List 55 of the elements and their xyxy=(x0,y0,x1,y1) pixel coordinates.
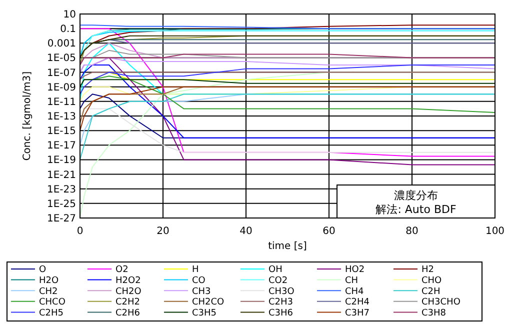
legend-label: C2H xyxy=(422,286,440,297)
text: 濃度分布 xyxy=(394,189,438,202)
legend-label: CO2 xyxy=(268,276,288,286)
y-tick-label: 0.001 xyxy=(47,38,76,50)
x-tick-label: 20 xyxy=(156,226,170,237)
x-tick-label: 100 xyxy=(485,226,505,237)
y-tick-label: 1E-07 xyxy=(46,68,76,79)
legend-label: C3H5 xyxy=(192,308,217,318)
legend-label: H2O xyxy=(39,276,59,286)
legend-label: CHCO xyxy=(39,298,66,308)
legend-label: HO2 xyxy=(345,265,365,276)
legend-label: CHO xyxy=(422,276,442,286)
x-tick-label: 60 xyxy=(322,226,336,237)
legend-label: C2H5 xyxy=(39,308,64,318)
x-tick-label: 0 xyxy=(76,226,84,237)
legend-label: CH3O xyxy=(268,286,294,297)
legend-label: H2 xyxy=(422,265,434,276)
legend-label: CH2O xyxy=(116,286,142,297)
y-tick-label: 0.1 xyxy=(60,24,76,36)
legend-label: H xyxy=(192,265,199,276)
y-tick-label: 1E-21 xyxy=(46,170,76,181)
legend-label: H2O2 xyxy=(116,276,141,286)
legend-label: CH3 xyxy=(192,286,211,297)
legend-label: C3H6 xyxy=(268,308,294,318)
legend-label: C2H2 xyxy=(116,298,140,308)
y-tick-label: 1E-17 xyxy=(46,140,76,152)
legend-label: CH3CHO xyxy=(422,298,460,308)
legend-label: O xyxy=(39,265,46,276)
legend-label: CH xyxy=(345,276,358,286)
x-tick-label: 80 xyxy=(406,226,418,237)
y-tick-label: 1E-25 xyxy=(46,198,76,210)
y-tick-label: 1E-09 xyxy=(46,82,76,94)
x-tick-label: 40 xyxy=(240,226,252,237)
legend-label: OH xyxy=(268,265,282,276)
legend-label: C2H3 xyxy=(268,298,294,308)
y-tick-label: 1E-19 xyxy=(46,155,76,166)
legend-label: O2 xyxy=(116,265,128,276)
y-axis-title: Conc. [kgmol/m3] xyxy=(22,71,33,161)
y-tick-label: 1E-27 xyxy=(46,214,76,224)
legend-label: C3H8 xyxy=(422,308,446,318)
y-tick-label: 1E-23 xyxy=(46,184,76,196)
y-tick-label: 1E-15 xyxy=(46,126,76,138)
legend-label: C2H4 xyxy=(345,298,370,308)
legend-label: C2H6 xyxy=(116,308,140,318)
legend-label: C3H7 xyxy=(345,308,370,318)
legend-label: CH2CO xyxy=(192,298,224,308)
x-axis-title: time [s] xyxy=(268,241,307,252)
y-tick-label: 1E-13 xyxy=(46,112,76,122)
y-tick-label: 1E-11 xyxy=(46,96,76,108)
y-tick-label: 10 xyxy=(63,10,76,20)
legend-label: CO xyxy=(192,276,206,286)
legend-label: CH4 xyxy=(345,286,364,297)
text: 解法: Auto BDF xyxy=(376,203,456,216)
legend-label: CH2 xyxy=(39,286,58,297)
y-tick-label: 1E-05 xyxy=(46,53,76,64)
